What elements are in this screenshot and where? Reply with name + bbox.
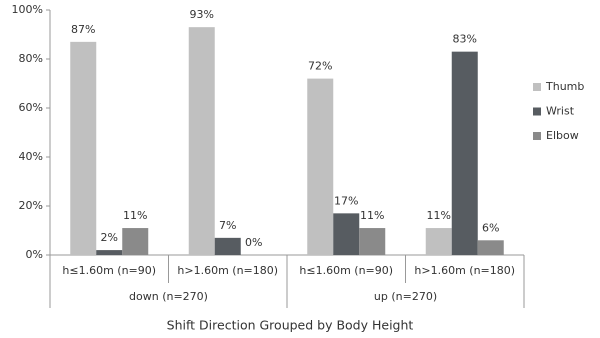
group-label: down (n=270): [129, 290, 208, 303]
value-label: 93%: [190, 8, 214, 21]
y-tick-label: 80%: [19, 52, 43, 65]
bar: [214, 237, 241, 255]
value-label: 7%: [219, 219, 236, 232]
legend-label: Elbow: [546, 129, 579, 142]
value-label: 11%: [360, 209, 384, 222]
x-tick-label: h>1.60m (n=180): [414, 264, 515, 277]
value-label: 87%: [71, 23, 95, 36]
bar: [122, 228, 149, 255]
value-label: 17%: [334, 194, 358, 207]
legend-label: Thumb: [545, 80, 584, 93]
value-label: 0%: [245, 236, 262, 249]
x-axis-title: Shift Direction Grouped by Body Height: [167, 318, 414, 333]
bar: [451, 51, 478, 256]
y-tick-label: 20%: [19, 199, 43, 212]
y-tick-label: 100%: [12, 3, 43, 16]
value-label: 83%: [453, 33, 477, 46]
value-label: 72%: [308, 60, 332, 73]
bar: [359, 228, 386, 255]
group-label: up (n=270): [374, 290, 437, 303]
legend-swatch: [533, 132, 541, 140]
y-tick-label: 0%: [26, 248, 43, 261]
x-tick-label: h≤1.60m (n=90): [62, 264, 156, 277]
bar: [307, 78, 334, 255]
legend-swatch: [533, 107, 541, 116]
legend-swatch: [533, 83, 541, 91]
value-label: 11%: [427, 209, 451, 222]
value-label: 2%: [101, 231, 118, 244]
y-tick-label: 60%: [19, 101, 43, 114]
bar: [477, 240, 504, 255]
bar: [425, 228, 452, 255]
value-label: 11%: [123, 209, 147, 222]
bar: [333, 213, 360, 255]
x-tick-label: h≤1.60m (n=90): [299, 264, 393, 277]
bar: [70, 41, 97, 255]
legend-label: Wrist: [546, 105, 575, 118]
value-label: 6%: [482, 221, 499, 234]
x-tick-label: h>1.60m (n=180): [177, 264, 278, 277]
y-tick-label: 40%: [19, 150, 43, 163]
bar: [188, 27, 215, 256]
bar: [96, 250, 123, 255]
